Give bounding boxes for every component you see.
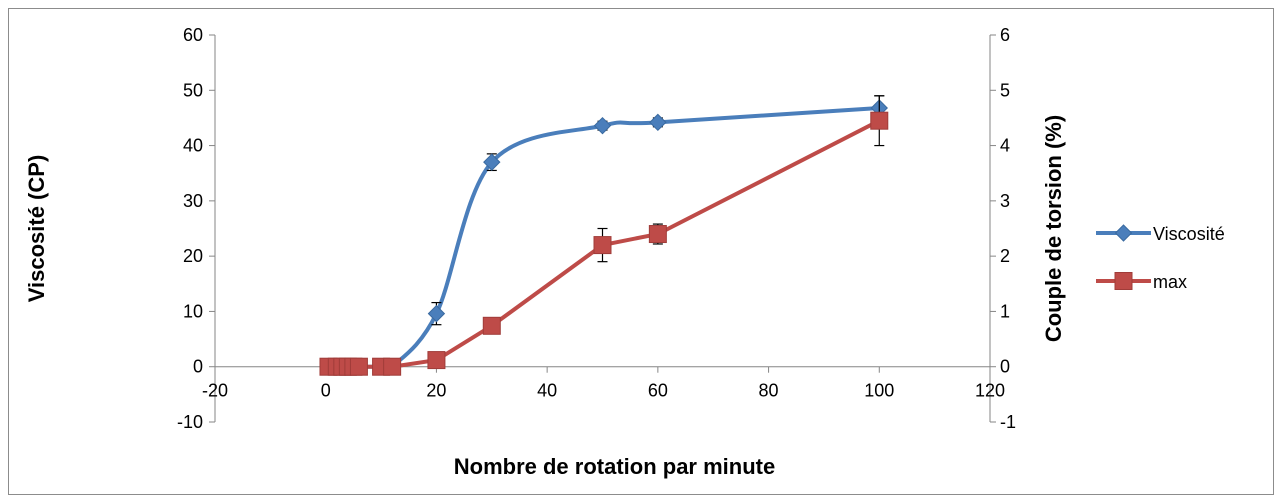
data-point <box>383 357 402 376</box>
y-tick-label: 0 <box>193 357 203 377</box>
x-tick-label: -20 <box>202 381 228 401</box>
y2-axis-title: Couple de torsion (%) <box>1041 115 1066 342</box>
data-point <box>593 116 612 135</box>
y2-tick-label: 3 <box>1000 191 1010 211</box>
y-tick-label: 60 <box>183 25 203 45</box>
x-tick-label: 60 <box>648 381 668 401</box>
legend-label: Viscosité <box>1153 224 1225 244</box>
data-point <box>349 357 368 376</box>
y-tick-label: -10 <box>177 412 203 432</box>
x-tick-label: 20 <box>426 381 446 401</box>
series-2 <box>319 95 889 376</box>
y-axis-title: Viscosité (CP) <box>24 155 49 303</box>
legend-item-2: max <box>1096 272 1187 292</box>
y2-tick-label: 2 <box>1000 246 1010 266</box>
series-layer <box>319 95 889 376</box>
series-1 <box>319 95 888 376</box>
data-point <box>483 153 501 171</box>
data-point <box>870 111 889 130</box>
x-tick-label: 0 <box>321 381 331 401</box>
data-point <box>482 316 501 335</box>
y2-tick-label: -1 <box>1000 412 1016 432</box>
y-tick-label: 30 <box>183 191 203 211</box>
x-tick-label: 120 <box>975 381 1005 401</box>
y-tick-label: 20 <box>183 246 203 266</box>
y-tick-label: 40 <box>183 136 203 156</box>
x-axis-title: Nombre de rotation par minute <box>454 454 775 479</box>
y2-tick-label: 1 <box>1000 301 1010 321</box>
y2-tick-label: 4 <box>1000 136 1010 156</box>
legend-marker <box>1114 272 1133 290</box>
data-point <box>648 225 667 244</box>
y-tick-label: 10 <box>183 301 203 321</box>
x-tick-label: 80 <box>759 381 779 401</box>
chart-frame: -10 0 10 20 30 40 50 60 -1 0 1 2 3 4 5 6 -20 0 20 40 60 80 100… <box>8 8 1274 495</box>
legend-item-1: Viscosité <box>1096 224 1225 244</box>
data-point <box>649 113 667 132</box>
legend-label: max <box>1153 272 1187 292</box>
x-tick-label: 40 <box>537 381 557 401</box>
y2-tick-label: 0 <box>1000 357 1010 377</box>
data-point <box>427 351 446 370</box>
y2-tick-label: 5 <box>1000 80 1010 100</box>
y-tick-label: 50 <box>183 80 203 100</box>
y2-tick-label: 6 <box>1000 25 1010 45</box>
data-point <box>427 304 446 323</box>
legend-marker <box>1114 224 1133 242</box>
data-point <box>593 236 612 255</box>
x-tick-label: 100 <box>864 381 894 401</box>
legend-layer: Viscosité max <box>1096 224 1225 292</box>
